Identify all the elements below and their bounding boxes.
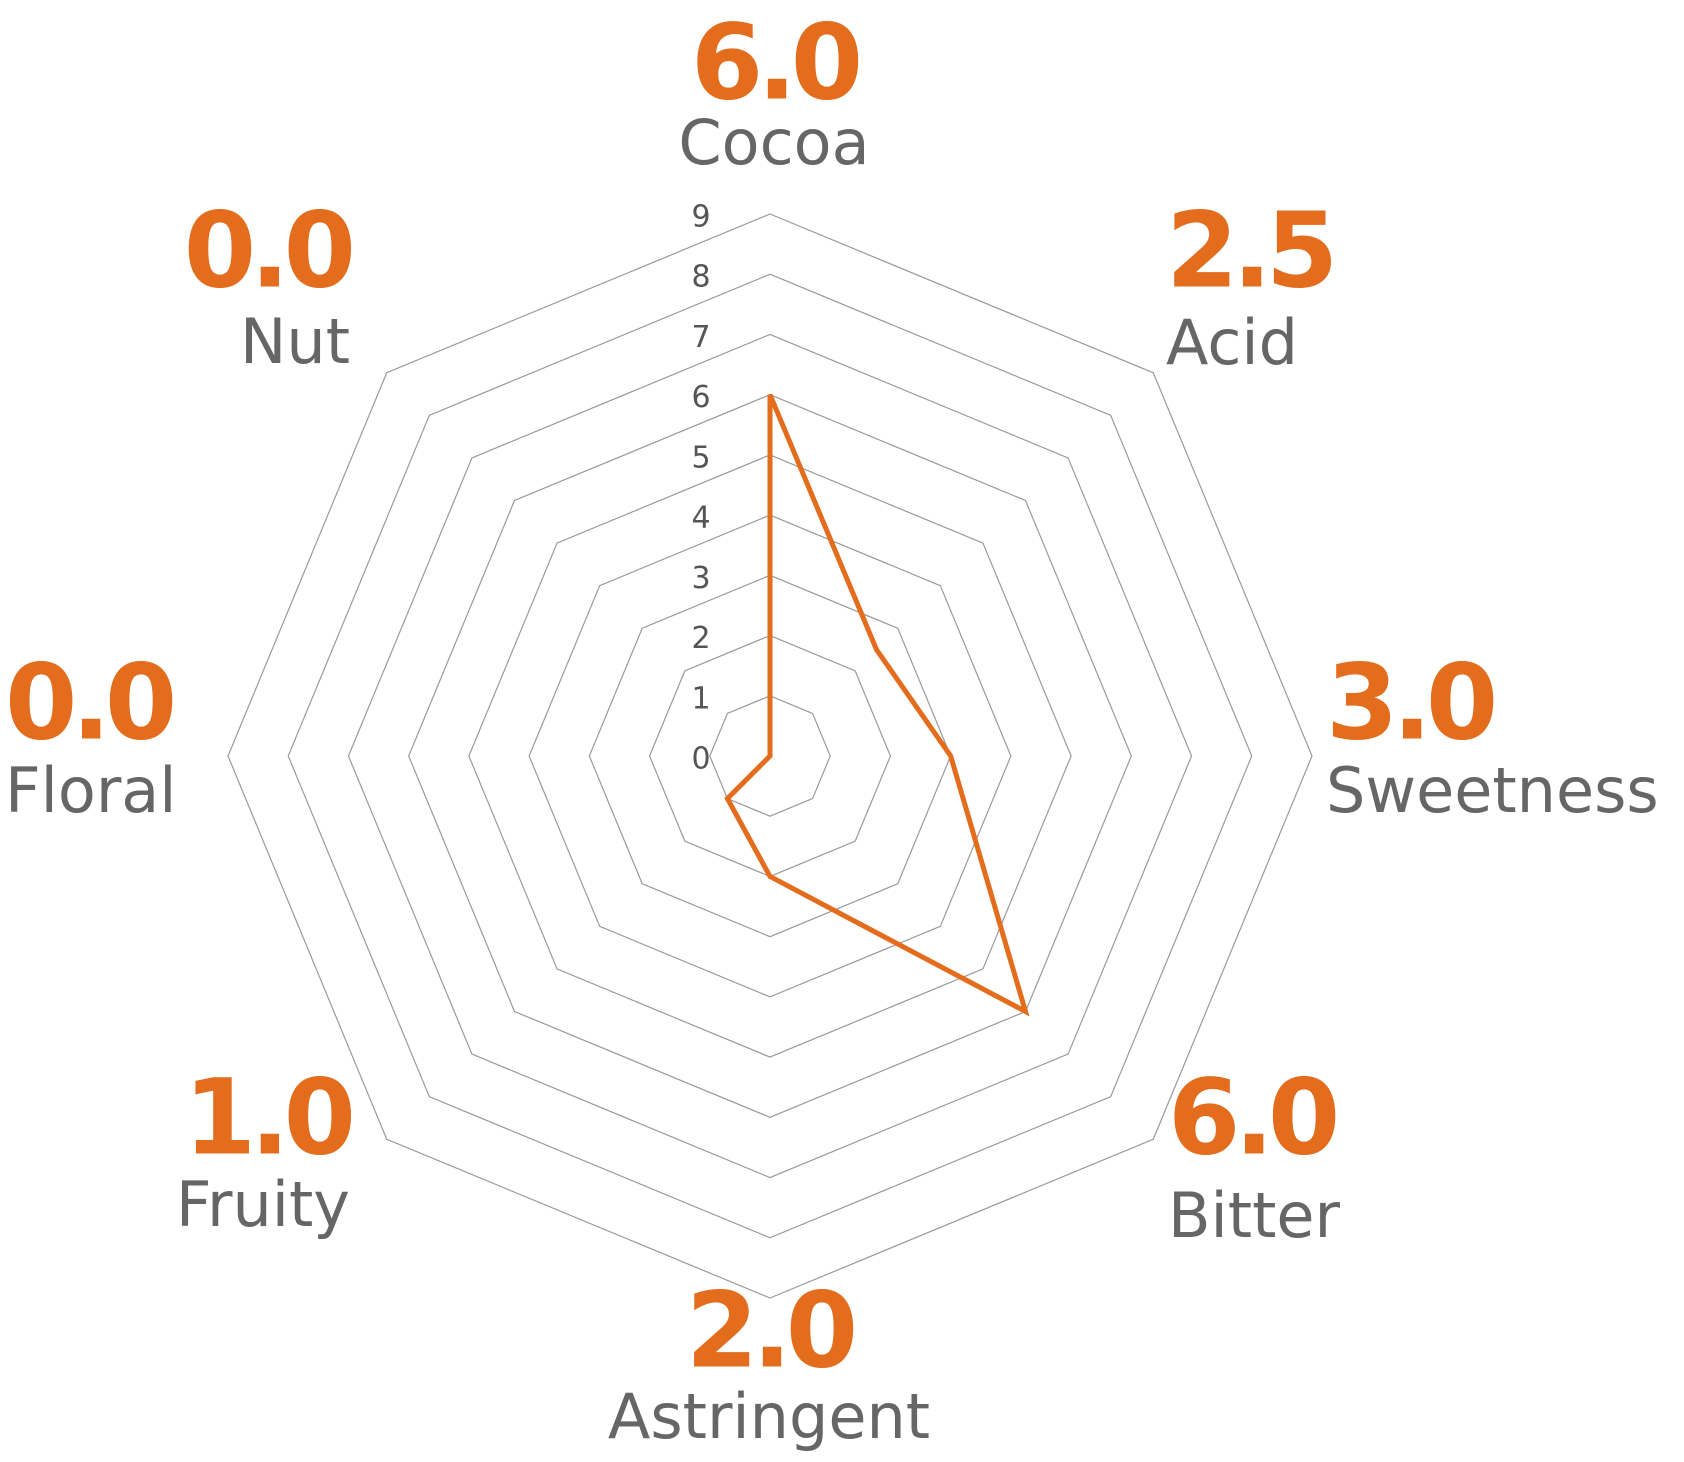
r-tick-label: 0 — [691, 742, 710, 777]
r-tick-label: 7 — [691, 320, 710, 355]
grid-ring — [709, 695, 831, 817]
grid-ring — [588, 574, 952, 938]
grid-ring — [287, 273, 1253, 1239]
category-label: Acid — [1166, 306, 1298, 379]
grid-ring — [347, 333, 1193, 1179]
category-label: Nut — [240, 305, 350, 378]
category-label: Bitter — [1168, 1179, 1341, 1252]
value-label: 0.0 — [5, 641, 173, 763]
r-tick-label: 5 — [691, 440, 710, 475]
category-label: Cocoa — [678, 106, 869, 179]
r-tick-label: 8 — [691, 260, 710, 295]
r-tick-label: 9 — [691, 200, 710, 235]
grid-ring — [468, 454, 1072, 1058]
grid-ring — [528, 514, 1012, 998]
value-label: 0.0 — [184, 189, 352, 311]
category-label: Sweetness — [1326, 754, 1659, 827]
value-label: 1.0 — [184, 1056, 352, 1178]
r-tick-label: 1 — [691, 681, 710, 716]
value-label: 6.0 — [691, 1, 859, 123]
value-label: 2.0 — [686, 1269, 854, 1391]
value-label: 3.0 — [1326, 641, 1494, 763]
data-line — [724, 393, 1030, 1017]
r-tick-label: 3 — [691, 561, 710, 596]
value-label: 2.5 — [1166, 189, 1332, 311]
grid-ring — [408, 394, 1132, 1118]
r-tick-label: 6 — [691, 380, 710, 415]
category-label: Astringent — [608, 1380, 930, 1453]
value-label: 6.0 — [1168, 1056, 1336, 1178]
r-tick-label: 4 — [691, 501, 710, 536]
r-tick-label: 2 — [691, 621, 710, 656]
grid-ring — [227, 213, 1313, 1299]
category-label: Floral — [5, 754, 177, 827]
category-label: Fruity — [176, 1168, 350, 1241]
